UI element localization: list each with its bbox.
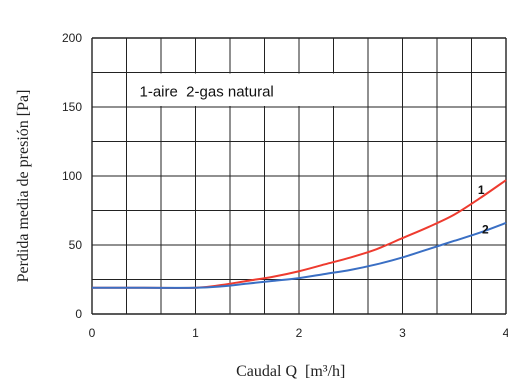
curves: 12 [92,179,507,289]
x-tick-label: 3 [399,326,406,340]
x-tick-label: 0 [89,326,96,340]
x-tick-label: 4 [503,326,508,340]
x-axis-label: Caudal Q [m³/h] [236,363,345,380]
series-label-1: 1 [478,183,485,197]
y-tick-label: 150 [62,100,82,114]
x-axis-label-text: Caudal Q [236,363,297,380]
y-axis-label: Perdida media de presión [Pa] [15,90,32,283]
y-tick-label: 0 [75,307,82,321]
y-tick-label: 50 [69,238,83,252]
legend-box [127,73,367,106]
series-line-2 [92,221,507,289]
x-tick-label: 2 [296,326,303,340]
legend-text: 1-aire 2-gas natural [140,84,274,101]
series-label-2: 2 [482,223,489,237]
y-tick-label: 200 [62,31,82,45]
y-tick-label: 100 [62,169,82,183]
x-axis-label-unit: [m³/h] [305,363,345,380]
x-tick-label: 1 [192,326,199,340]
